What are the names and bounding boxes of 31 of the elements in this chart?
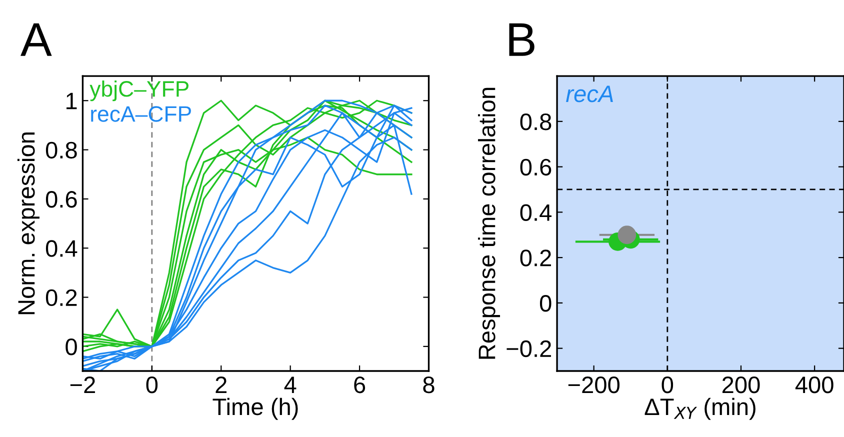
series-label: ybjC–YFP bbox=[90, 80, 188, 102]
text: recA–CFP bbox=[91, 106, 191, 122]
y-tick-label: 1 bbox=[66, 92, 77, 110]
x-tick-label: −2 bbox=[70, 376, 95, 393]
chart-title: B bbox=[509, 23, 534, 56]
y-tick-label: 0.8 bbox=[46, 142, 77, 159]
y-tick-label: 0.2 bbox=[46, 289, 77, 306]
x-tick-label: 4 bbox=[284, 376, 296, 393]
y-tick-label: 0.4 bbox=[520, 204, 552, 221]
x-tick-label: 6 bbox=[354, 376, 366, 394]
y-tick-label: 0.2 bbox=[520, 250, 551, 266]
y-tick-label: −0.2 bbox=[506, 340, 551, 358]
x-tick-label: 400 bbox=[795, 376, 834, 394]
x-tick-label: 0 bbox=[146, 376, 158, 394]
x-tick-label: 2 bbox=[216, 376, 227, 393]
chart-title: A bbox=[20, 23, 52, 56]
y-tick-label: 0.6 bbox=[46, 191, 77, 208]
y-tick-label: 0.4 bbox=[46, 240, 78, 257]
x-tick-label: 200 bbox=[722, 376, 760, 394]
x-tick-label: 0 bbox=[662, 376, 674, 394]
y-tick-label: 0 bbox=[540, 295, 552, 312]
x-tick-label: −200 bbox=[568, 376, 620, 394]
x-tick-label: 8 bbox=[423, 376, 434, 394]
y-tick-label: 0.6 bbox=[520, 158, 552, 176]
annotation: recA bbox=[566, 86, 613, 102]
y-tick-label: 0 bbox=[66, 338, 77, 356]
y-tick-label: 0.8 bbox=[520, 113, 552, 130]
x-axis-title: ΔT$_{XY}$ (min) bbox=[644, 398, 756, 420]
y-axis-title: Norm. expression bbox=[17, 132, 40, 314]
x-axis-title: Time (h) bbox=[212, 398, 298, 420]
y-axis-title: Response time correlation bbox=[478, 88, 500, 359]
